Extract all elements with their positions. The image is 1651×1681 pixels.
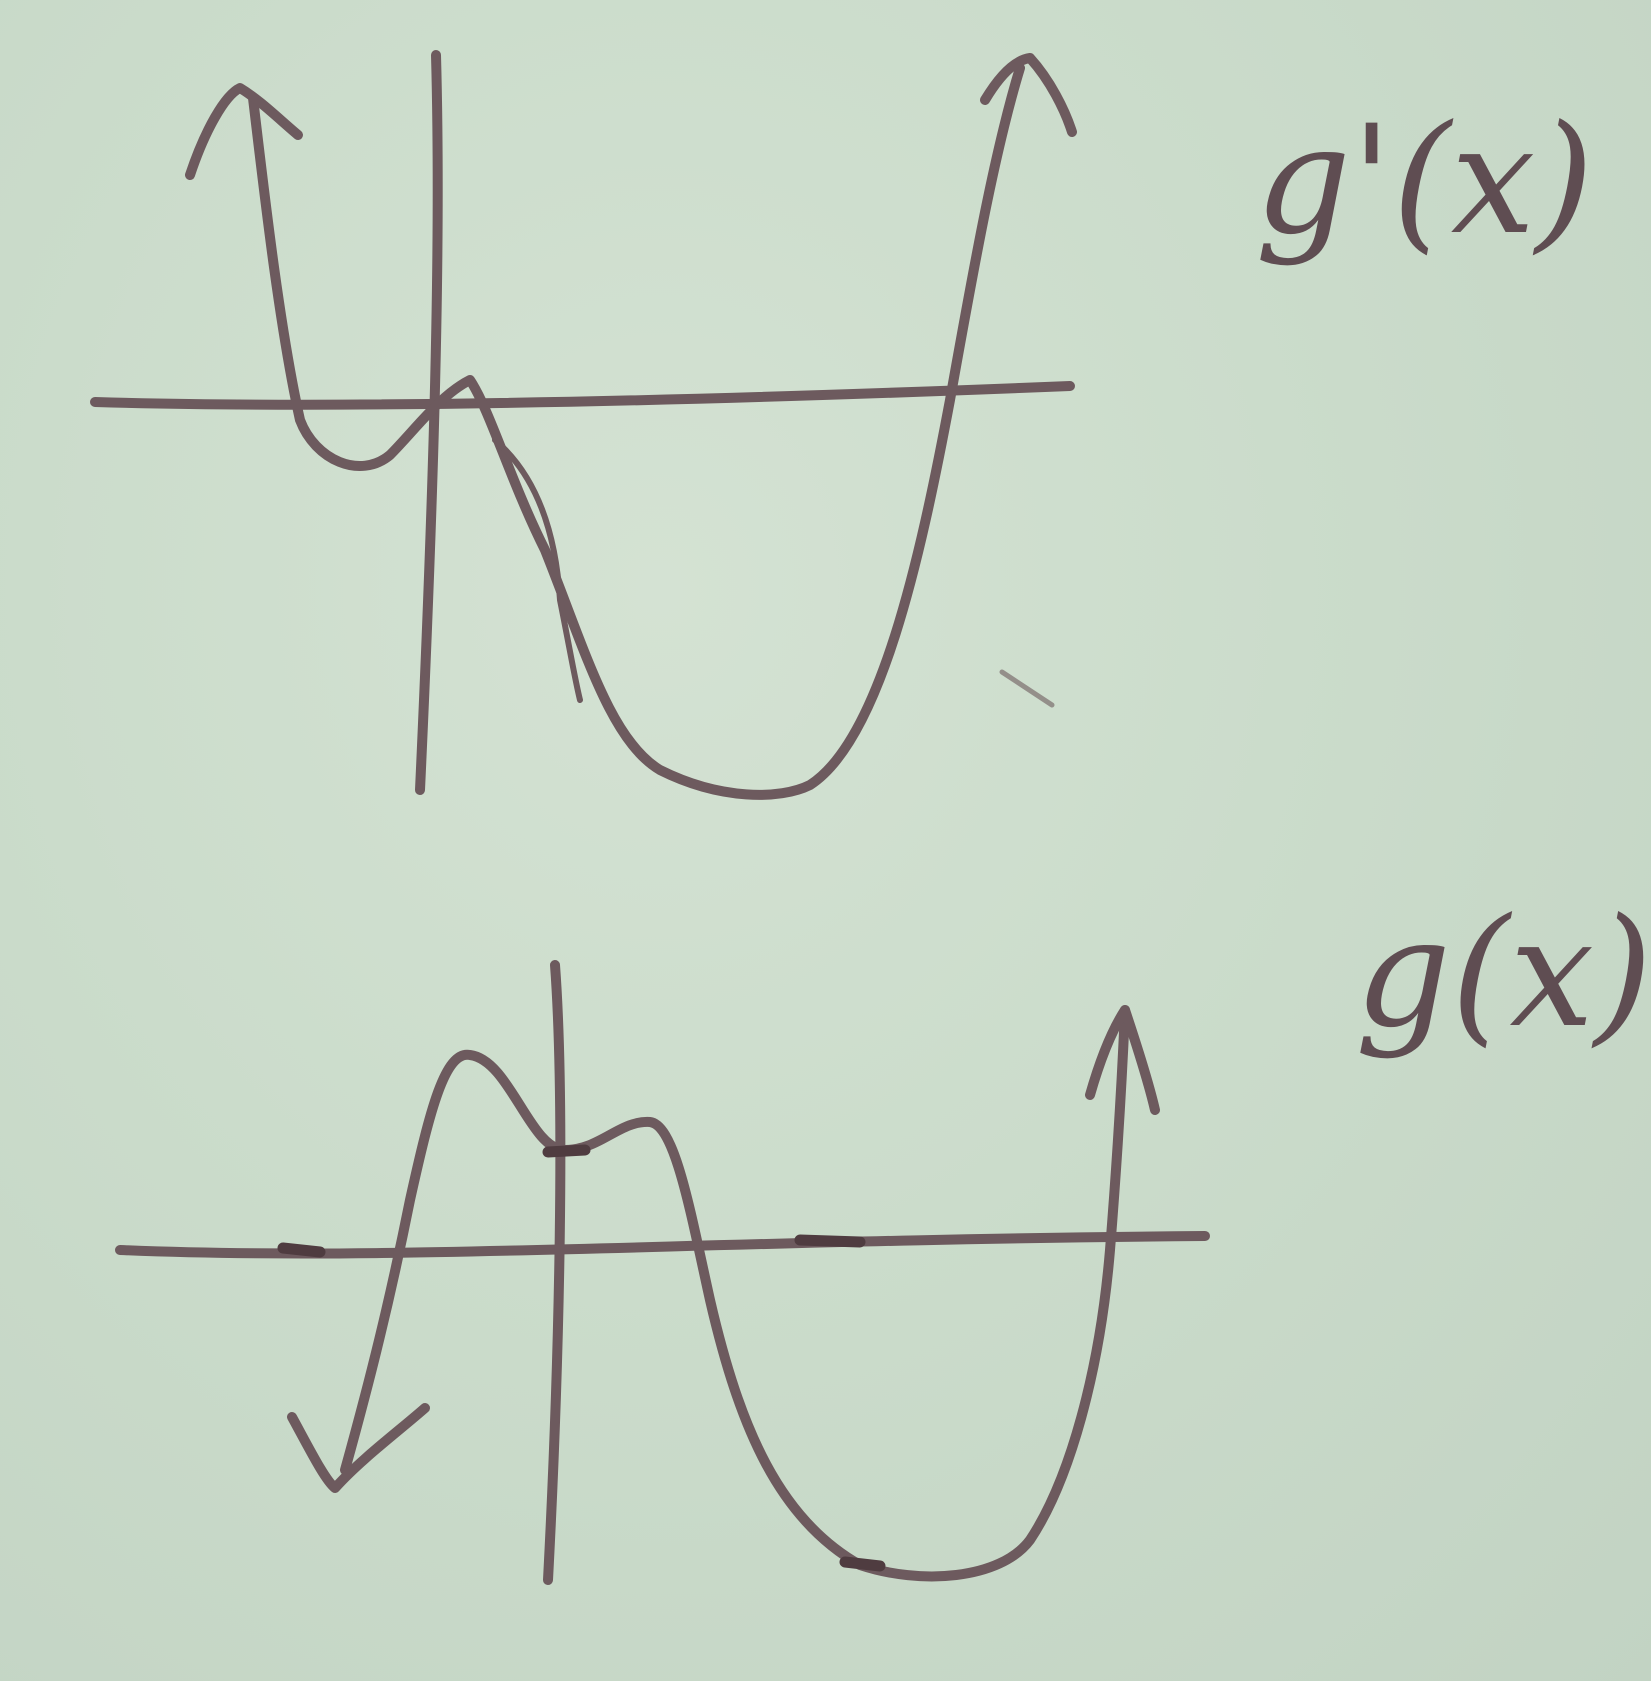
curve-tick-top — [542, 1144, 591, 1158]
derivative-label: g'(x) — [1255, 94, 1594, 268]
derivative-y-axis — [415, 50, 443, 795]
derivative-overstroke — [492, 437, 583, 703]
function-graph: g(x) — [115, 887, 1651, 1585]
function-x-axis — [115, 1231, 1210, 1259]
x-axis-tick-2 — [794, 1234, 866, 1248]
derivative-graph: g'(x) — [90, 50, 1594, 800]
function-right-arrowhead — [1085, 1005, 1160, 1115]
derivative-left-arrowhead — [185, 83, 303, 180]
function-y-axis — [543, 960, 566, 1585]
derivative-curve — [248, 63, 1025, 800]
x-axis-tick-1 — [277, 1242, 326, 1258]
function-left-arrowhead — [287, 1403, 430, 1493]
function-label: g(x) — [1355, 887, 1651, 1061]
curve-tick-bottom — [839, 1556, 886, 1572]
stray-mark — [999, 669, 1055, 708]
derivative-right-arrowhead — [980, 53, 1077, 137]
function-curve — [340, 1005, 1130, 1582]
derivative-x-axis — [90, 381, 1075, 410]
